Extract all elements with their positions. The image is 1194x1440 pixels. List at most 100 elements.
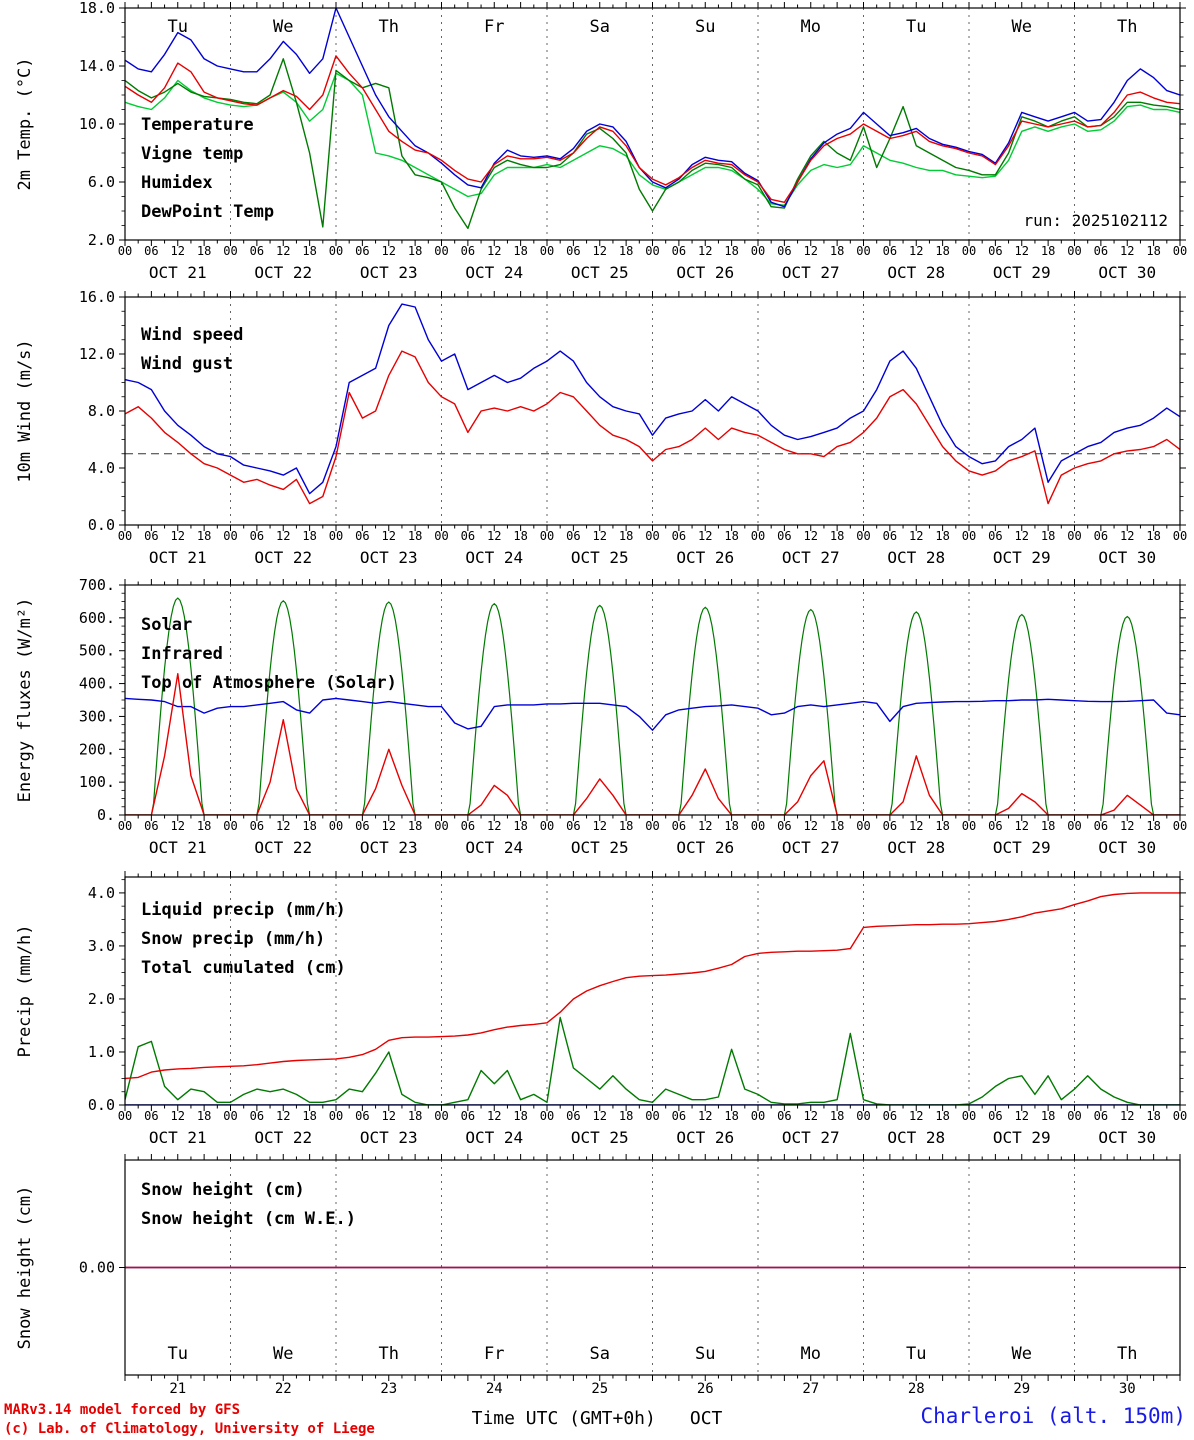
svg-text:2.0: 2.0 (88, 990, 115, 1008)
series-wind-speed (125, 350, 1180, 505)
svg-text:00: 00 (1067, 244, 1081, 258)
svg-text:12: 12 (804, 1109, 818, 1123)
svg-text:00: 00 (223, 244, 237, 258)
svg-text:Top of Atmosphere (Solar): Top of Atmosphere (Solar) (141, 673, 397, 693)
svg-text:OCT 21: OCT 21 (149, 1128, 207, 1147)
svg-text:12: 12 (909, 819, 923, 833)
svg-text:12: 12 (276, 1109, 290, 1123)
svg-text:OCT 25: OCT 25 (571, 838, 629, 857)
svg-text:DewPoint Temp: DewPoint Temp (141, 202, 274, 222)
svg-text:18: 18 (513, 244, 527, 258)
svg-text:00: 00 (645, 1109, 659, 1123)
svg-text:Infrared: Infrared (141, 644, 223, 664)
svg-text:06: 06 (672, 244, 686, 258)
svg-text:18: 18 (513, 819, 527, 833)
svg-text:Tu: Tu (168, 1344, 188, 1364)
svg-text:12: 12 (1015, 529, 1029, 543)
svg-text:00: 00 (434, 244, 448, 258)
svg-text:run: 2025102112: run: 2025102112 (1024, 211, 1169, 230)
svg-text:06: 06 (1094, 244, 1108, 258)
svg-text:18: 18 (1146, 529, 1160, 543)
svg-text:06: 06 (355, 819, 369, 833)
svg-text:OCT 30: OCT 30 (1098, 548, 1156, 567)
svg-text:00: 00 (540, 1109, 554, 1123)
svg-text:12: 12 (171, 1109, 185, 1123)
svg-text:600.: 600. (79, 609, 115, 627)
svg-text:06: 06 (672, 1109, 686, 1123)
svg-text:00: 00 (856, 529, 870, 543)
svg-text:00: 00 (118, 529, 132, 543)
svg-text:OCT 22: OCT 22 (254, 1128, 312, 1147)
svg-text:12: 12 (593, 819, 607, 833)
svg-text:Tu: Tu (906, 1344, 926, 1364)
svg-text:00: 00 (1067, 819, 1081, 833)
svg-text:OCT 30: OCT 30 (1098, 838, 1156, 857)
svg-text:06: 06 (461, 1109, 475, 1123)
svg-text:18: 18 (408, 244, 422, 258)
svg-text:OCT 25: OCT 25 (571, 1128, 629, 1147)
station-label: Charleroi (alt. 150m) (920, 1404, 1186, 1428)
svg-text:OCT 24: OCT 24 (465, 838, 523, 857)
svg-text:00: 00 (856, 819, 870, 833)
svg-text:0.: 0. (97, 806, 115, 824)
series-dewpoint-temp (125, 72, 1180, 206)
svg-text:06: 06 (250, 244, 264, 258)
series-total-cumulated (125, 892, 1180, 1080)
svg-text:12: 12 (698, 819, 712, 833)
svg-text:Sa: Sa (590, 17, 610, 37)
svg-text:06: 06 (988, 244, 1002, 258)
svg-text:We: We (1012, 1344, 1032, 1364)
svg-text:OCT 23: OCT 23 (360, 838, 418, 857)
svg-text:06: 06 (144, 244, 158, 258)
svg-text:Snow height (cm): Snow height (cm) (141, 1180, 305, 1200)
svg-text:06: 06 (250, 819, 264, 833)
svg-text:OCT 24: OCT 24 (465, 548, 523, 567)
svg-text:14.0: 14.0 (79, 57, 115, 75)
svg-text:00: 00 (434, 819, 448, 833)
svg-text:Th: Th (379, 1344, 399, 1364)
svg-text:23: 23 (380, 1381, 397, 1397)
svg-text:18: 18 (1041, 529, 1055, 543)
svg-text:OCT 27: OCT 27 (782, 838, 840, 857)
svg-text:18: 18 (408, 529, 422, 543)
svg-text:2.0: 2.0 (88, 231, 115, 249)
svg-text:OCT 29: OCT 29 (993, 263, 1051, 282)
svg-text:12: 12 (804, 819, 818, 833)
svg-text:00: 00 (962, 529, 976, 543)
svg-text:06: 06 (250, 1109, 264, 1123)
svg-text:Th: Th (1117, 17, 1137, 37)
svg-text:22: 22 (275, 1381, 292, 1397)
svg-text:12: 12 (1015, 819, 1029, 833)
svg-text:00: 00 (118, 819, 132, 833)
svg-text:00: 00 (434, 1109, 448, 1123)
svg-text:24: 24 (486, 1381, 503, 1397)
svg-text:18: 18 (408, 1109, 422, 1123)
series-humidex (125, 8, 1180, 208)
svg-text:12: 12 (1120, 244, 1134, 258)
svg-text:18: 18 (935, 819, 949, 833)
svg-text:OCT 26: OCT 26 (676, 838, 734, 857)
svg-text:06: 06 (250, 529, 264, 543)
svg-text:12: 12 (1015, 1109, 1029, 1123)
svg-text:06: 06 (672, 819, 686, 833)
svg-text:00: 00 (751, 244, 765, 258)
svg-text:00: 00 (329, 1109, 343, 1123)
svg-text:Energy fluxes (W/m²): Energy fluxes (W/m²) (15, 598, 35, 803)
svg-text:Th: Th (379, 17, 399, 37)
svg-text:OCT 27: OCT 27 (782, 548, 840, 567)
svg-text:400.: 400. (79, 675, 115, 693)
svg-text:We: We (1012, 17, 1032, 37)
svg-text:00: 00 (962, 1109, 976, 1123)
svg-text:00: 00 (962, 244, 976, 258)
svg-text:30: 30 (1119, 1381, 1136, 1397)
svg-text:18: 18 (302, 529, 316, 543)
svg-text:Vigne temp: Vigne temp (141, 144, 243, 164)
series-liquid-precip (125, 1016, 1180, 1105)
svg-text:00: 00 (856, 1109, 870, 1123)
panel-energy-fluxes: 0. 100. 200. 300. 400. 500. 600. 700. Energy flu… (15, 576, 1187, 857)
svg-text:12: 12 (171, 529, 185, 543)
svg-text:We: We (273, 1344, 293, 1364)
svg-text:OCT 21: OCT 21 (149, 838, 207, 857)
svg-text:00: 00 (329, 819, 343, 833)
